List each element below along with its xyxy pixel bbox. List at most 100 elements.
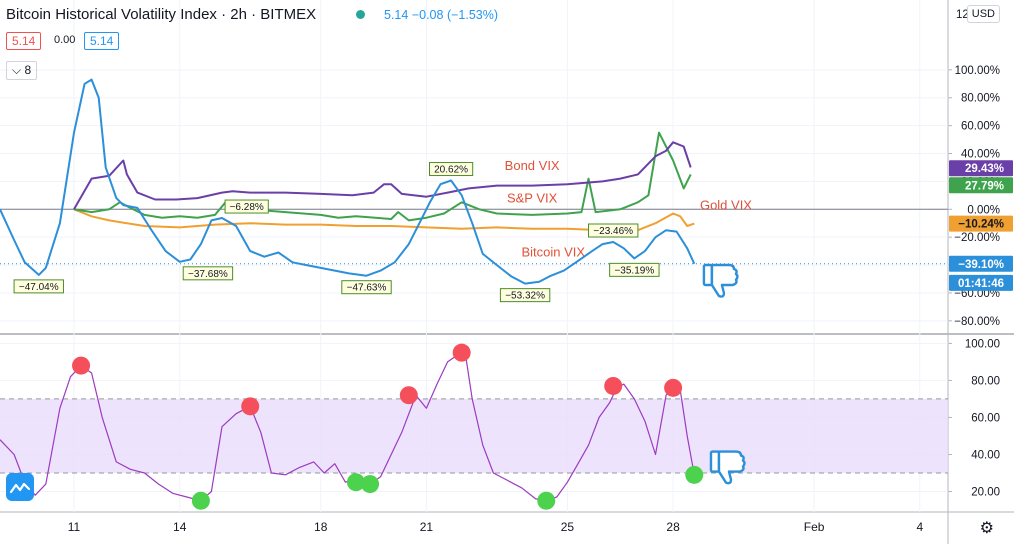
osc-tick-label: 80.00 [971, 375, 1000, 387]
scroll-realtime-glyph [9, 482, 31, 494]
y-tick-label-partial: 12 [956, 9, 969, 21]
currency-button[interactable]: USD [966, 5, 1000, 23]
osc-tick-label: 40.00 [971, 449, 1000, 461]
overbought-marker [604, 376, 623, 395]
x-tick-label: 18 [314, 520, 328, 534]
status-dot-icon [356, 10, 365, 19]
series-lines [0, 78, 696, 502]
axis-tag-box [949, 215, 1013, 232]
point-label-box [609, 262, 660, 277]
line-value-box[interactable]: 5.14 [84, 32, 120, 50]
y-tick-label: 40.00% [961, 149, 1000, 161]
point-label-box [224, 199, 269, 214]
osc-tick-label: 20.00 [971, 486, 1000, 498]
x-tick-label: 28 [666, 520, 680, 534]
point-label: −6.28% [224, 199, 269, 214]
series-bitcoin-vix [0, 78, 696, 285]
oscillator-band [0, 398, 948, 474]
thumbs-down-icons [6, 263, 746, 501]
y-tick-label: 100.00% [955, 65, 1000, 77]
collapse-button[interactable]: ⌵ 8 [6, 61, 38, 80]
axis-tag-box [949, 255, 1013, 272]
thumbs-down-main-icon [702, 263, 739, 298]
point-label-box [499, 288, 551, 303]
overbought-marker [241, 397, 260, 416]
point-label-text: −6.28% [230, 202, 264, 213]
axis-value-tag: 27.79% [949, 177, 1013, 194]
oscillator-markers [72, 343, 704, 510]
osc-tick-label: 60.00 [971, 412, 1000, 424]
zero-value: 0.00 [54, 34, 76, 46]
gear-icon[interactable]: ⚙ [979, 520, 994, 537]
point-label: −23.46% [588, 223, 639, 238]
point-label-box [13, 279, 64, 294]
band-fill [0, 398, 948, 473]
overbought-marker [452, 343, 471, 362]
thumbs-down-main-icon-hand [710, 263, 739, 298]
point-label-text: −35.19% [614, 265, 654, 276]
series-bond-vix [73, 141, 692, 210]
axis-value-tag: −39.10% [949, 255, 1013, 272]
point-label-box [428, 162, 474, 177]
axis-tag-text: −10.24% [958, 219, 1004, 231]
series-annotation: Bond VIX [505, 158, 560, 173]
series-gold-vix [73, 208, 695, 232]
scroll-realtime-bg [6, 473, 34, 501]
point-label: −47.63% [341, 280, 392, 295]
oversold-marker [346, 473, 365, 492]
axis-value-tag: 01:41:46 [949, 274, 1013, 291]
axis-value-tag: −10.24% [949, 215, 1013, 232]
series-s-p-vix [73, 131, 692, 222]
thumbs-down-oscillator-icon-cuff [709, 450, 721, 473]
change-value: −0.08 [411, 8, 444, 22]
oversold-marker [537, 491, 556, 510]
y-tick-label: −80.00% [954, 316, 1000, 328]
point-label-text: −47.63% [347, 283, 387, 294]
x-tick-label: Feb [804, 520, 825, 534]
x-tick-label: 21 [420, 520, 434, 534]
point-label-text: −53.32% [505, 291, 545, 302]
point-label-box [588, 223, 639, 238]
collapse-chevron-icon: ⌵ [12, 63, 25, 77]
price-axis[interactable]: 11 14 18 21 25 28 Feb 4 100.00% 80.00% 60.00% 40.00… [68, 9, 1013, 534]
y-tick-label: 60.00% [961, 121, 1000, 133]
overbought-marker [399, 386, 418, 405]
x-tick-label: 4 [916, 520, 923, 534]
x-tick-label: 11 [68, 520, 81, 534]
axis-tag-text: 01:41:46 [958, 278, 1004, 290]
x-tick-label: 25 [561, 520, 575, 534]
y-tick-label: −20.00% [954, 232, 1000, 244]
axis-tag-box [949, 177, 1013, 194]
oversold-marker [361, 475, 380, 494]
interval-value: 8 [24, 63, 32, 77]
thumbs-down-main-icon-cuff [702, 263, 714, 287]
axis-tag-text: 27.79% [965, 180, 1004, 192]
overbought-marker [72, 356, 91, 375]
chart-title: Bitcoin Historical Volatility Index · 2h… [6, 6, 317, 23]
series-annotation: S&P VIX [507, 190, 558, 205]
axis-tag-box [949, 274, 1013, 291]
point-label: −47.04% [13, 279, 64, 294]
thumbs-down-oscillator-icon-hand [717, 450, 746, 485]
point-label: 20.62% [428, 162, 474, 177]
point-label-box [182, 266, 234, 281]
y-tick-label: −60.00% [954, 288, 1000, 300]
point-label: −53.32% [499, 288, 551, 303]
open-value-box[interactable]: 5.14 [6, 32, 42, 50]
y-tick-label: 0.00% [967, 204, 1000, 216]
axis-tag-text: −39.10% [958, 259, 1004, 271]
point-label-box [341, 280, 392, 295]
change-percent: (−1.53%) [446, 8, 499, 22]
oversold-marker [685, 465, 704, 484]
osc-tick-label: 100.00 [965, 338, 1000, 350]
chart-labels: Bond VIX S&P VIX Gold VIX Bitcoin VIX −47.04… [13, 158, 752, 303]
x-tick-label: 14 [173, 520, 187, 534]
thumbs-down-oscillator-icon [709, 450, 746, 485]
oversold-marker [191, 491, 210, 510]
point-label: −35.19% [609, 262, 660, 277]
point-label-text: 20.62% [434, 165, 468, 176]
point-label-text: −23.46% [593, 226, 633, 237]
overbought-marker [664, 378, 683, 397]
point-label-text: −47.04% [19, 282, 59, 293]
